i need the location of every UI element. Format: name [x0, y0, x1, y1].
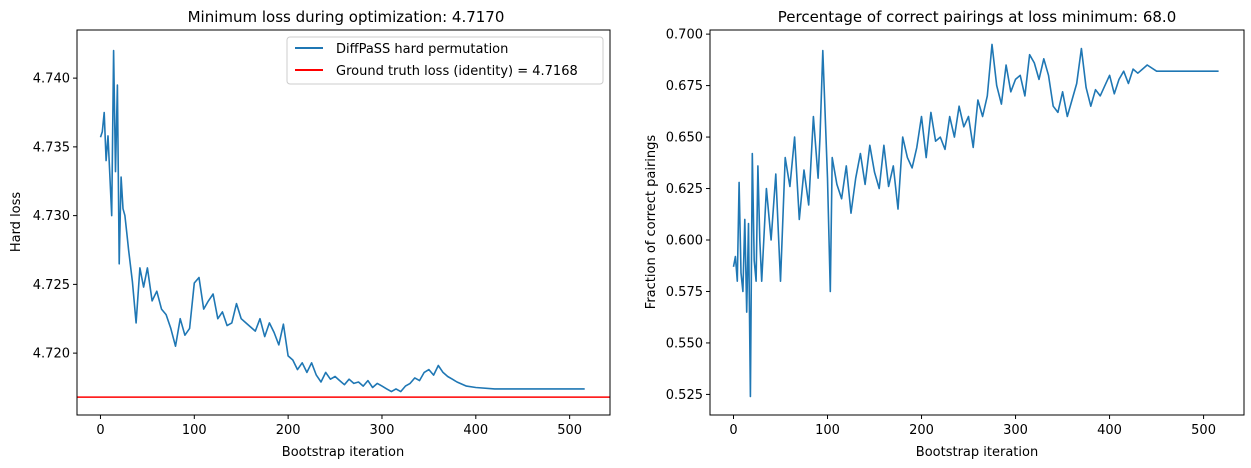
accuracy-series-line — [732, 43, 1219, 398]
loss-chart: Minimum loss during optimization: 4.7170… — [9, 8, 611, 460]
accuracy-chart-x-label: Bootstrap iteration — [916, 445, 1038, 460]
x-tick-label: 500 — [557, 423, 582, 438]
y-tick-label: 0.650 — [666, 131, 703, 146]
y-tick-label: 4.720 — [33, 347, 70, 362]
y-tick-label: 4.735 — [33, 140, 70, 155]
y-tick-label: 4.740 — [33, 72, 70, 87]
loss-chart-plot-area — [77, 49, 610, 398]
accuracy-chart-y-label: Fraction of correct pairings — [644, 135, 659, 310]
accuracy-chart-x-ticks: 0 100 200 300 400 500 — [729, 415, 1216, 438]
x-tick-label: 400 — [463, 423, 488, 438]
accuracy-chart-y-ticks: 0.525 0.550 0.575 0.600 0.625 0.650 0.675 0.700 — [666, 28, 710, 403]
loss-chart-x-label: Bootstrap iteration — [282, 445, 404, 460]
x-tick-label: 300 — [1003, 423, 1028, 438]
x-tick-label: 500 — [1191, 423, 1216, 438]
y-tick-label: 0.625 — [666, 182, 703, 197]
y-tick-label: 0.525 — [666, 388, 703, 403]
x-tick-label: 200 — [909, 423, 934, 438]
loss-chart-frame — [76, 29, 611, 416]
legend-label-ground-truth: Ground truth loss (identity) = 4.7168 — [336, 64, 578, 79]
accuracy-chart-title: Percentage of correct pairings at loss m… — [778, 8, 1176, 26]
loss-chart-title: Minimum loss during optimization: 4.7170 — [188, 8, 505, 26]
x-tick-label: 0 — [729, 423, 737, 438]
loss-chart-legend: DiffPaSS hard permutation Ground truth l… — [286, 36, 604, 85]
x-tick-label: 100 — [182, 423, 207, 438]
y-tick-label: 0.600 — [666, 234, 703, 249]
x-tick-label: 400 — [1097, 423, 1122, 438]
accuracy-chart-plot-area — [732, 43, 1219, 398]
x-tick-label: 300 — [370, 423, 395, 438]
y-tick-label: 0.575 — [666, 285, 703, 300]
loss-chart-y-label: Hard loss — [9, 192, 24, 253]
y-tick-label: 4.730 — [33, 209, 70, 224]
x-tick-label: 100 — [815, 423, 840, 438]
x-tick-label: 0 — [96, 423, 104, 438]
y-tick-label: 0.550 — [666, 336, 703, 351]
x-tick-label: 200 — [276, 423, 301, 438]
legend-box — [286, 36, 604, 85]
y-tick-label: 0.700 — [666, 28, 703, 43]
legend-label-diffpass: DiffPaSS hard permutation — [336, 42, 508, 57]
y-tick-label: 4.725 — [33, 278, 70, 293]
accuracy-chart: Percentage of correct pairings at loss m… — [644, 8, 1245, 460]
y-tick-label: 0.675 — [666, 79, 703, 94]
loss-series-line — [99, 49, 585, 393]
loss-chart-y-ticks: 4.720 4.725 4.730 4.735 4.740 — [33, 72, 77, 362]
accuracy-chart-frame — [709, 29, 1245, 416]
loss-chart-x-ticks: 0 100 200 300 400 500 — [96, 415, 582, 438]
